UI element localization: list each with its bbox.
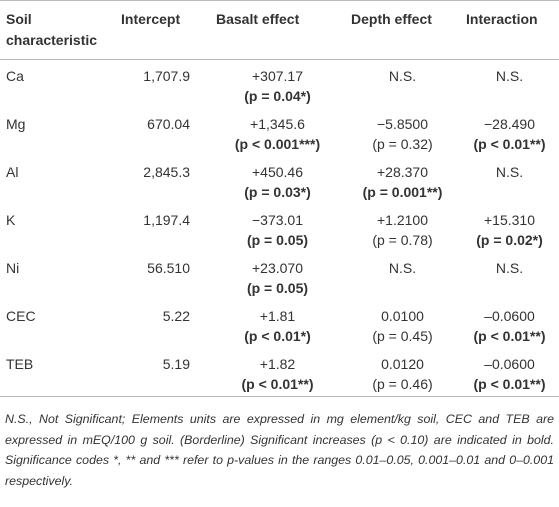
cell-value: N.S. xyxy=(388,260,417,276)
header-cell: Soil characteristic xyxy=(0,0,115,60)
table-header: Soil characteristic Intercept Basalt eff… xyxy=(0,0,559,60)
cell: −28.490 (p < 0.01**) xyxy=(460,108,559,156)
cell-value: 56.510 xyxy=(147,260,190,276)
row-label: K xyxy=(6,212,16,228)
cell: 1,197.4 xyxy=(115,204,210,252)
p-value: (p = 0.05) xyxy=(246,232,309,248)
cell: 2,845.3 xyxy=(115,156,210,204)
p-value: (p < 0.001***) xyxy=(234,136,321,152)
cell-value: 5.22 xyxy=(162,308,190,324)
header-cell: Depth effect xyxy=(345,0,460,60)
cell-value: +23.070 xyxy=(252,260,303,276)
cell-value: −373.01 xyxy=(252,212,303,228)
cell-value: 0.0120 xyxy=(381,356,424,372)
cell-value: +28.370 xyxy=(377,164,428,180)
cell-value: +1,345.6 xyxy=(250,116,305,132)
cell-value: +307.17 xyxy=(252,68,303,84)
cell-value: 1,197.4 xyxy=(143,212,190,228)
cell-value: N.S. xyxy=(495,260,524,276)
p-value: (p = 0.04*) xyxy=(244,88,311,104)
cell: +23.070 (p = 0.05) xyxy=(210,252,345,300)
p-value: (p = 0.46) xyxy=(372,376,433,392)
cell-value: +15.310 xyxy=(484,212,535,228)
cell: N.S. xyxy=(460,60,559,109)
row-label: Mg xyxy=(6,116,26,132)
cell: +1.82 (p < 0.01**) xyxy=(210,348,345,397)
header-cell: Intercept xyxy=(115,0,210,60)
cell: 56.510 xyxy=(115,252,210,300)
row-label: Ca xyxy=(6,68,24,84)
table-row: Ca 1,707.9 +307.17 (p = 0.04*) N.S. N.S. xyxy=(0,60,559,109)
cell-value: +1.81 xyxy=(259,308,296,324)
cell: 670.04 xyxy=(115,108,210,156)
cell-value: N.S. xyxy=(495,68,524,84)
table-row: Mg 670.04 +1,345.6 (p < 0.001***) −5.8500 (p … xyxy=(0,108,559,156)
cell-value: N.S. xyxy=(388,68,417,84)
cell: N.S. xyxy=(460,156,559,204)
p-value: (p < 0.01**) xyxy=(473,136,546,152)
cell: +1.2100 (p = 0.78) xyxy=(345,204,460,252)
cell: 1,707.9 xyxy=(115,60,210,109)
table-row: Al 2,845.3 +450.46 (p = 0.03*) +28.370 (p = 0… xyxy=(0,156,559,204)
cell: +450.46 (p = 0.03*) xyxy=(210,156,345,204)
cell-value: –0.0600 xyxy=(484,356,535,372)
table-row: TEB 5.19 +1.82 (p < 0.01**) 0.0120 (p = 0.46)… xyxy=(0,348,559,397)
cell-value: −5.8500 xyxy=(377,116,428,132)
p-value: (p < 0.01**) xyxy=(241,376,314,392)
cell-value: +1.2100 xyxy=(377,212,428,228)
cell: +28.370 (p = 0.001**) xyxy=(345,156,460,204)
cell: +1.81 (p < 0.01*) xyxy=(210,300,345,348)
p-value: (p = 0.32) xyxy=(372,136,433,152)
p-value: (p < 0.01**) xyxy=(473,376,546,392)
row-label: TEB xyxy=(0,348,115,397)
cell-value: –0.0600 xyxy=(484,308,535,324)
p-value: (p = 0.02*) xyxy=(476,232,543,248)
cell-value: +1.82 xyxy=(259,356,296,372)
cell: 5.19 xyxy=(115,348,210,397)
header-cell: Interaction xyxy=(460,0,559,60)
cell-value: N.S. xyxy=(495,164,524,180)
p-value: (p = 0.001**) xyxy=(362,184,443,200)
cell: −5.8500 (p = 0.32) xyxy=(345,108,460,156)
p-value: (p = 0.03*) xyxy=(244,184,311,200)
row-label: CEC xyxy=(6,308,36,324)
cell: N.S. xyxy=(345,60,460,109)
cell: –0.0600 (p < 0.01**) xyxy=(460,348,559,397)
cell: 5.22 xyxy=(115,300,210,348)
cell: +307.17 (p = 0.04*) xyxy=(210,60,345,109)
results-table: Soil characteristic Intercept Basalt eff… xyxy=(0,0,559,397)
p-value: (p < 0.01*) xyxy=(244,328,311,344)
cell: 0.0120 (p = 0.46) xyxy=(345,348,460,397)
p-value: (p < 0.01**) xyxy=(473,328,546,344)
p-value: (p = 0.05) xyxy=(246,280,309,296)
cell: +1,345.6 (p < 0.001***) xyxy=(210,108,345,156)
cell-value: +450.46 xyxy=(252,164,303,180)
cell: –0.0600 (p < 0.01**) xyxy=(460,300,559,348)
cell: N.S. xyxy=(460,252,559,300)
p-value: (p = 0.45) xyxy=(372,328,433,344)
table-body: Ca 1,707.9 +307.17 (p = 0.04*) N.S. N.S. Mg 670… xyxy=(0,60,559,397)
row-label: Al xyxy=(6,164,19,180)
cell: 0.0100 (p = 0.45) xyxy=(345,300,460,348)
cell-value: 1,707.9 xyxy=(143,68,190,84)
table-row: K 1,197.4 −373.01 (p = 0.05) +1.2100 (p = 0.7… xyxy=(0,204,559,252)
cell: −373.01 (p = 0.05) xyxy=(210,204,345,252)
table-row: CEC 5.22 +1.81 (p < 0.01*) 0.0100 (p = 0.45) –… xyxy=(0,300,559,348)
table-row: Ni 56.510 +23.070 (p = 0.05) N.S. N.S. xyxy=(0,252,559,300)
cell: +15.310 (p = 0.02*) xyxy=(460,204,559,252)
cell: N.S. xyxy=(345,252,460,300)
cell-value: 5.19 xyxy=(162,356,190,372)
cell-value: 0.0100 xyxy=(381,308,424,324)
cell-value: −28.490 xyxy=(484,116,535,132)
cell-value: 2,845.3 xyxy=(143,164,190,180)
footnote: N.S., Not Significant; Elements units ar… xyxy=(5,412,554,488)
cell-value: 670.04 xyxy=(147,116,190,132)
p-value: (p = 0.78) xyxy=(372,232,433,248)
row-label: Ni xyxy=(6,260,20,276)
header-cell: Basalt effect xyxy=(210,0,345,60)
